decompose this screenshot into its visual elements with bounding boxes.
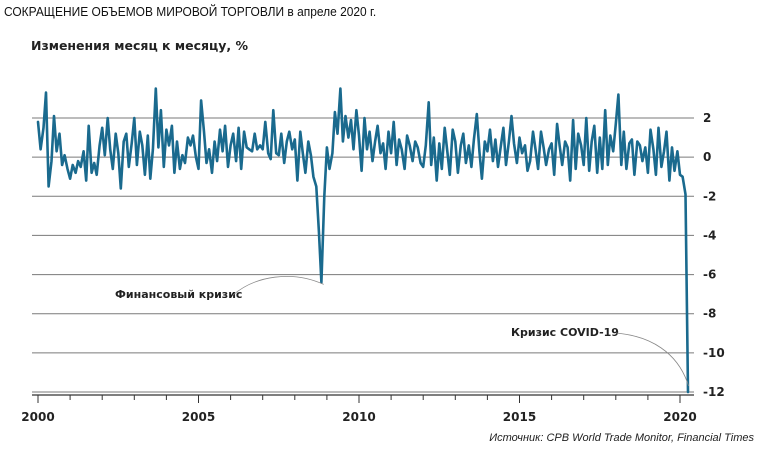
y-axis-label: Изменения месяц к месяцу, % bbox=[31, 38, 249, 53]
chart-title: СОКРАЩЕНИЕ ОБЪЕМОВ МИРОВОЙ ТОРГОВЛИ в ап… bbox=[4, 4, 377, 19]
annotation-leader-line bbox=[232, 276, 324, 296]
x-tick-label: 2010 bbox=[342, 410, 375, 424]
series-layer bbox=[36, 87, 690, 394]
y-tick-label: 0 bbox=[703, 150, 711, 164]
y-tick-label: -2 bbox=[703, 189, 716, 203]
x-tick-label: 2020 bbox=[663, 410, 696, 424]
y-tick-label: -6 bbox=[703, 268, 716, 282]
y-tick-labels: 2 0 -2 -4 -6 -8 -10 -12 bbox=[703, 111, 725, 399]
x-tick-labels: 2000 2005 2010 2015 2020 bbox=[21, 410, 696, 424]
x-tick-label: 2000 bbox=[21, 410, 54, 424]
y-tick-label: 2 bbox=[703, 111, 711, 125]
y-tick-label: -8 bbox=[703, 307, 716, 321]
y-tick-label: -10 bbox=[703, 346, 725, 360]
annotations: Финансовый кризис Кризис COVID-19 bbox=[115, 276, 689, 387]
x-tick-label: 2005 bbox=[182, 410, 215, 424]
x-tick-label: 2015 bbox=[503, 410, 536, 424]
y-tick-label: -12 bbox=[703, 385, 725, 399]
annotation-leader-line bbox=[615, 332, 689, 387]
source-note: Источник: CPB World Trade Monitor, Finan… bbox=[489, 432, 754, 444]
y-tick-label: -4 bbox=[703, 228, 716, 242]
annotation-financial-crisis: Финансовый кризис bbox=[115, 288, 242, 301]
series-line bbox=[36, 87, 690, 394]
annotation-covid-crisis: Кризис COVID-19 bbox=[511, 326, 619, 339]
